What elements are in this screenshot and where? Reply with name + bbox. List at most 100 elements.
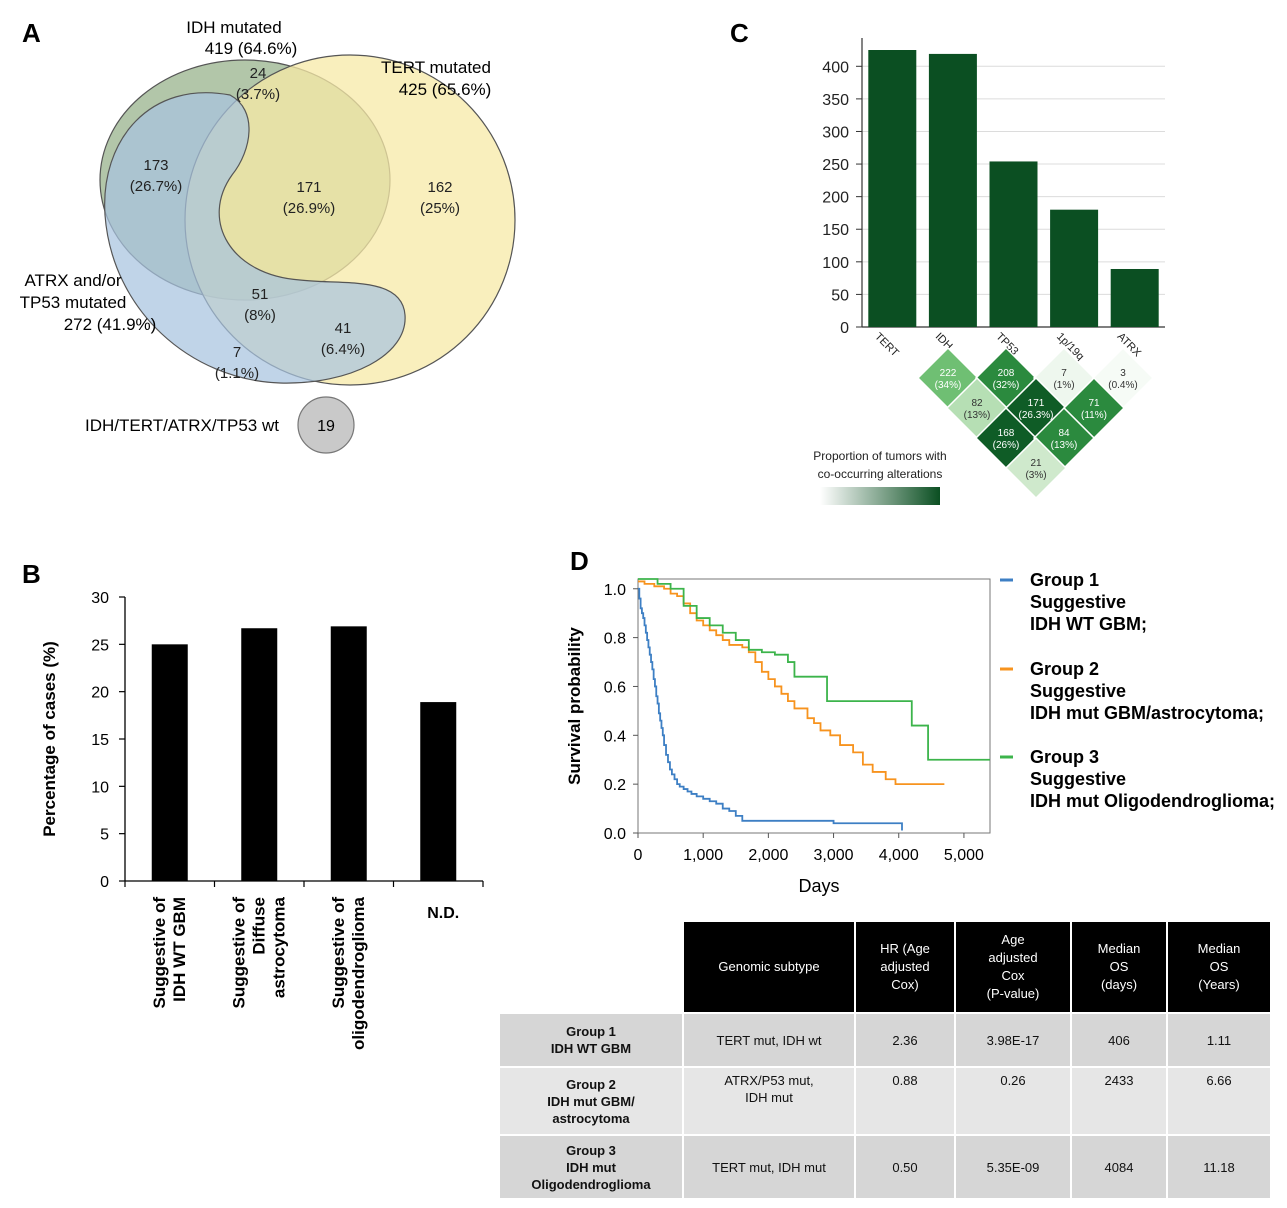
venn-atrx-title-1: ATRX and/or — [24, 271, 121, 290]
legend-label: Suggestive — [1030, 769, 1126, 789]
x-tick-label: Suggestive of — [150, 897, 169, 1009]
legend-label: Suggestive — [1030, 681, 1126, 701]
y-tick-label: 25 — [91, 637, 109, 654]
matrix-count: 3 — [1120, 368, 1126, 379]
table-cell-os-years: 6.66 — [1168, 1068, 1270, 1134]
matrix-pct: (26.3%) — [1018, 410, 1053, 421]
x-tick-label: 4,000 — [879, 847, 919, 864]
table-header-cell: Median OS (days) — [1072, 922, 1166, 1012]
table-cell-pvalue: 3.98E-17 — [956, 1014, 1070, 1066]
table-cell-group: Group 2 IDH mut GBM/astrocytoma — [500, 1068, 682, 1134]
matrix-count: 208 — [998, 368, 1015, 379]
panel-label-c: C — [730, 18, 749, 48]
legend-label: IDH mut Oligodendroglioma; — [1030, 791, 1275, 811]
y-tick-label: 400 — [822, 59, 849, 76]
table-row: Group 3 IDH mut Oligodendroglioma TERT mut… — [500, 1136, 1270, 1198]
venn-region-count: 41 — [335, 320, 352, 337]
series-line — [638, 580, 945, 786]
legend-label: IDH mut GBM/astrocytoma; — [1030, 703, 1264, 723]
plot-frame — [637, 578, 991, 834]
survival-table: Genomic subtype HR (Age adjusted Cox) Age a… — [498, 920, 1272, 1200]
venn-region-count: 162 — [427, 179, 452, 196]
x-tick-label: TERT — [872, 331, 901, 360]
y-tick-label: 250 — [822, 157, 849, 174]
y-tick-label: 5 — [100, 827, 109, 844]
x-tick-label: 2,000 — [748, 847, 788, 864]
legend-label: Group 1 — [1030, 570, 1099, 590]
table-header-cell: Genomic subtype — [684, 922, 854, 1012]
bar — [151, 644, 188, 881]
y-tick-label: 350 — [822, 92, 849, 109]
matrix-pct: (11%) — [1081, 410, 1107, 421]
venn-idh-title: IDH mutated — [186, 18, 281, 37]
table-cell-os-days: 4084 — [1072, 1136, 1166, 1198]
x-tick-label: IDH WT GBM — [170, 897, 189, 1002]
matrix-count: 7 — [1061, 368, 1067, 379]
legend-label: Suggestive — [1030, 592, 1126, 612]
x-tick-label: 0 — [634, 847, 643, 864]
y-tick-label: 20 — [91, 685, 109, 702]
table-header-cell: HR (Age adjusted Cox) — [856, 922, 954, 1012]
table-cell-subtype: TERT mut, IDH wt — [684, 1014, 854, 1066]
venn-idh-count: 419 (64.6%) — [205, 39, 298, 58]
table-cell-group: Group 3 IDH mut Oligodendroglioma — [500, 1136, 682, 1198]
table-cell-pvalue: 5.35E-09 — [956, 1136, 1070, 1198]
table-header-blank — [500, 922, 682, 1012]
table-row: Group 2 IDH mut GBM/astrocytoma ATRX/P53 … — [500, 1068, 1270, 1134]
x-tick-label: 3,000 — [814, 847, 854, 864]
matrix-count: 21 — [1030, 458, 1042, 469]
venn-region-pct: (8%) — [244, 307, 276, 324]
venn-region-count: 173 — [143, 157, 168, 174]
y-tick-label: 1.0 — [604, 582, 626, 599]
venn-wt-label: IDH/TERT/ATRX/TP53 wt — [85, 416, 279, 435]
table-cell-os-years: 11.18 — [1168, 1136, 1270, 1198]
matrix-count: 222 — [940, 368, 957, 379]
series-line — [638, 578, 990, 761]
table-cell-subtype: ATRX/P53 mut, IDH mut — [684, 1068, 854, 1134]
venn-diagram: IDH mutated 419 (64.6%) TERT mutated 425… — [20, 18, 516, 454]
y-axis-label: Percentage of cases (%) — [40, 641, 59, 837]
matrix-legend-gradient — [820, 487, 940, 505]
bar — [989, 161, 1038, 327]
venn-tert-title: TERT mutated — [381, 58, 491, 77]
matrix-pct: (13%) — [964, 410, 991, 421]
chart-d: 0.0 0.2 0.4 0.6 0.8 1.0 0 1,000 2,000 3,000 4,000 5… — [565, 570, 1275, 896]
table-cell-pvalue: 0.26 — [956, 1068, 1070, 1134]
bar — [868, 50, 917, 327]
matrix-cell — [1004, 436, 1068, 500]
table-header-cell: Median OS (Years) — [1168, 922, 1270, 1012]
x-tick-label: N.D. — [427, 905, 459, 922]
venn-region-pct: (25%) — [420, 200, 460, 217]
matrix-count: 171 — [1028, 398, 1045, 409]
venn-tert-count: 425 (65.6%) — [399, 80, 492, 99]
x-tick-label: oligodendroglioma — [349, 896, 368, 1050]
bar — [241, 628, 278, 881]
y-tick-label: 0 — [840, 320, 849, 337]
venn-region-pct: (26.9%) — [283, 200, 336, 217]
y-tick-label: 0.8 — [604, 631, 626, 648]
x-tick-label: Suggestive of — [229, 897, 248, 1009]
table-cell-hr: 0.50 — [856, 1136, 954, 1198]
matrix-pct: (13%) — [1051, 440, 1078, 451]
legend-label: Group 2 — [1030, 659, 1099, 679]
venn-region-count: 7 — [233, 344, 241, 361]
y-tick-label: 30 — [91, 590, 109, 607]
matrix-pct: (26%) — [993, 440, 1020, 451]
venn-region-pct: (6.4%) — [321, 341, 365, 358]
venn-region-pct: (26.7%) — [130, 178, 183, 195]
matrix-count: 71 — [1088, 398, 1100, 409]
table-cell-group: Group 1 IDH WT GBM — [500, 1014, 682, 1066]
panel-label-b: B — [22, 559, 41, 589]
y-tick-label: 10 — [91, 779, 109, 796]
panel-label-a: A — [22, 18, 41, 48]
table-cell-os-days: 2433 — [1072, 1068, 1166, 1134]
x-axis-label: Days — [798, 876, 839, 896]
x-tick-label: astrocytoma — [269, 896, 288, 998]
legend-label: IDH WT GBM; — [1030, 614, 1147, 634]
y-axis-label: Survival probability — [565, 627, 584, 785]
y-tick-label: 200 — [822, 190, 849, 207]
table-cell-subtype: TERT mut, IDH mut — [684, 1136, 854, 1198]
table-row: Group 1 IDH WT GBM TERT mut, IDH wt 2.36 … — [500, 1014, 1270, 1066]
